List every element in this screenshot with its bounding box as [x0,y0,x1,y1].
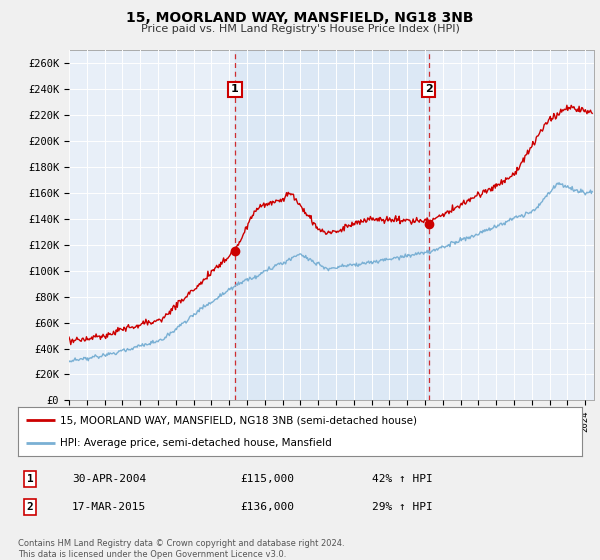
Text: HPI: Average price, semi-detached house, Mansfield: HPI: Average price, semi-detached house,… [60,438,332,448]
Text: Contains HM Land Registry data © Crown copyright and database right 2024.
This d: Contains HM Land Registry data © Crown c… [18,539,344,559]
Text: 17-MAR-2015: 17-MAR-2015 [72,502,146,512]
Text: 30-APR-2004: 30-APR-2004 [72,474,146,484]
Bar [235,50,428,400]
Text: Price paid vs. HM Land Registry's House Price Index (HPI): Price paid vs. HM Land Registry's House … [140,24,460,34]
Text: £115,000: £115,000 [240,474,294,484]
Text: 2: 2 [26,502,34,512]
Text: 15, MOORLAND WAY, MANSFIELD, NG18 3NB (semi-detached house): 15, MOORLAND WAY, MANSFIELD, NG18 3NB (s… [60,416,418,426]
Text: 15, MOORLAND WAY, MANSFIELD, NG18 3NB: 15, MOORLAND WAY, MANSFIELD, NG18 3NB [126,11,474,25]
Text: 1: 1 [231,85,239,94]
Text: 42% ↑ HPI: 42% ↑ HPI [372,474,433,484]
Text: £136,000: £136,000 [240,502,294,512]
Text: 2: 2 [425,85,433,94]
Text: 29% ↑ HPI: 29% ↑ HPI [372,502,433,512]
Text: 1: 1 [26,474,34,484]
